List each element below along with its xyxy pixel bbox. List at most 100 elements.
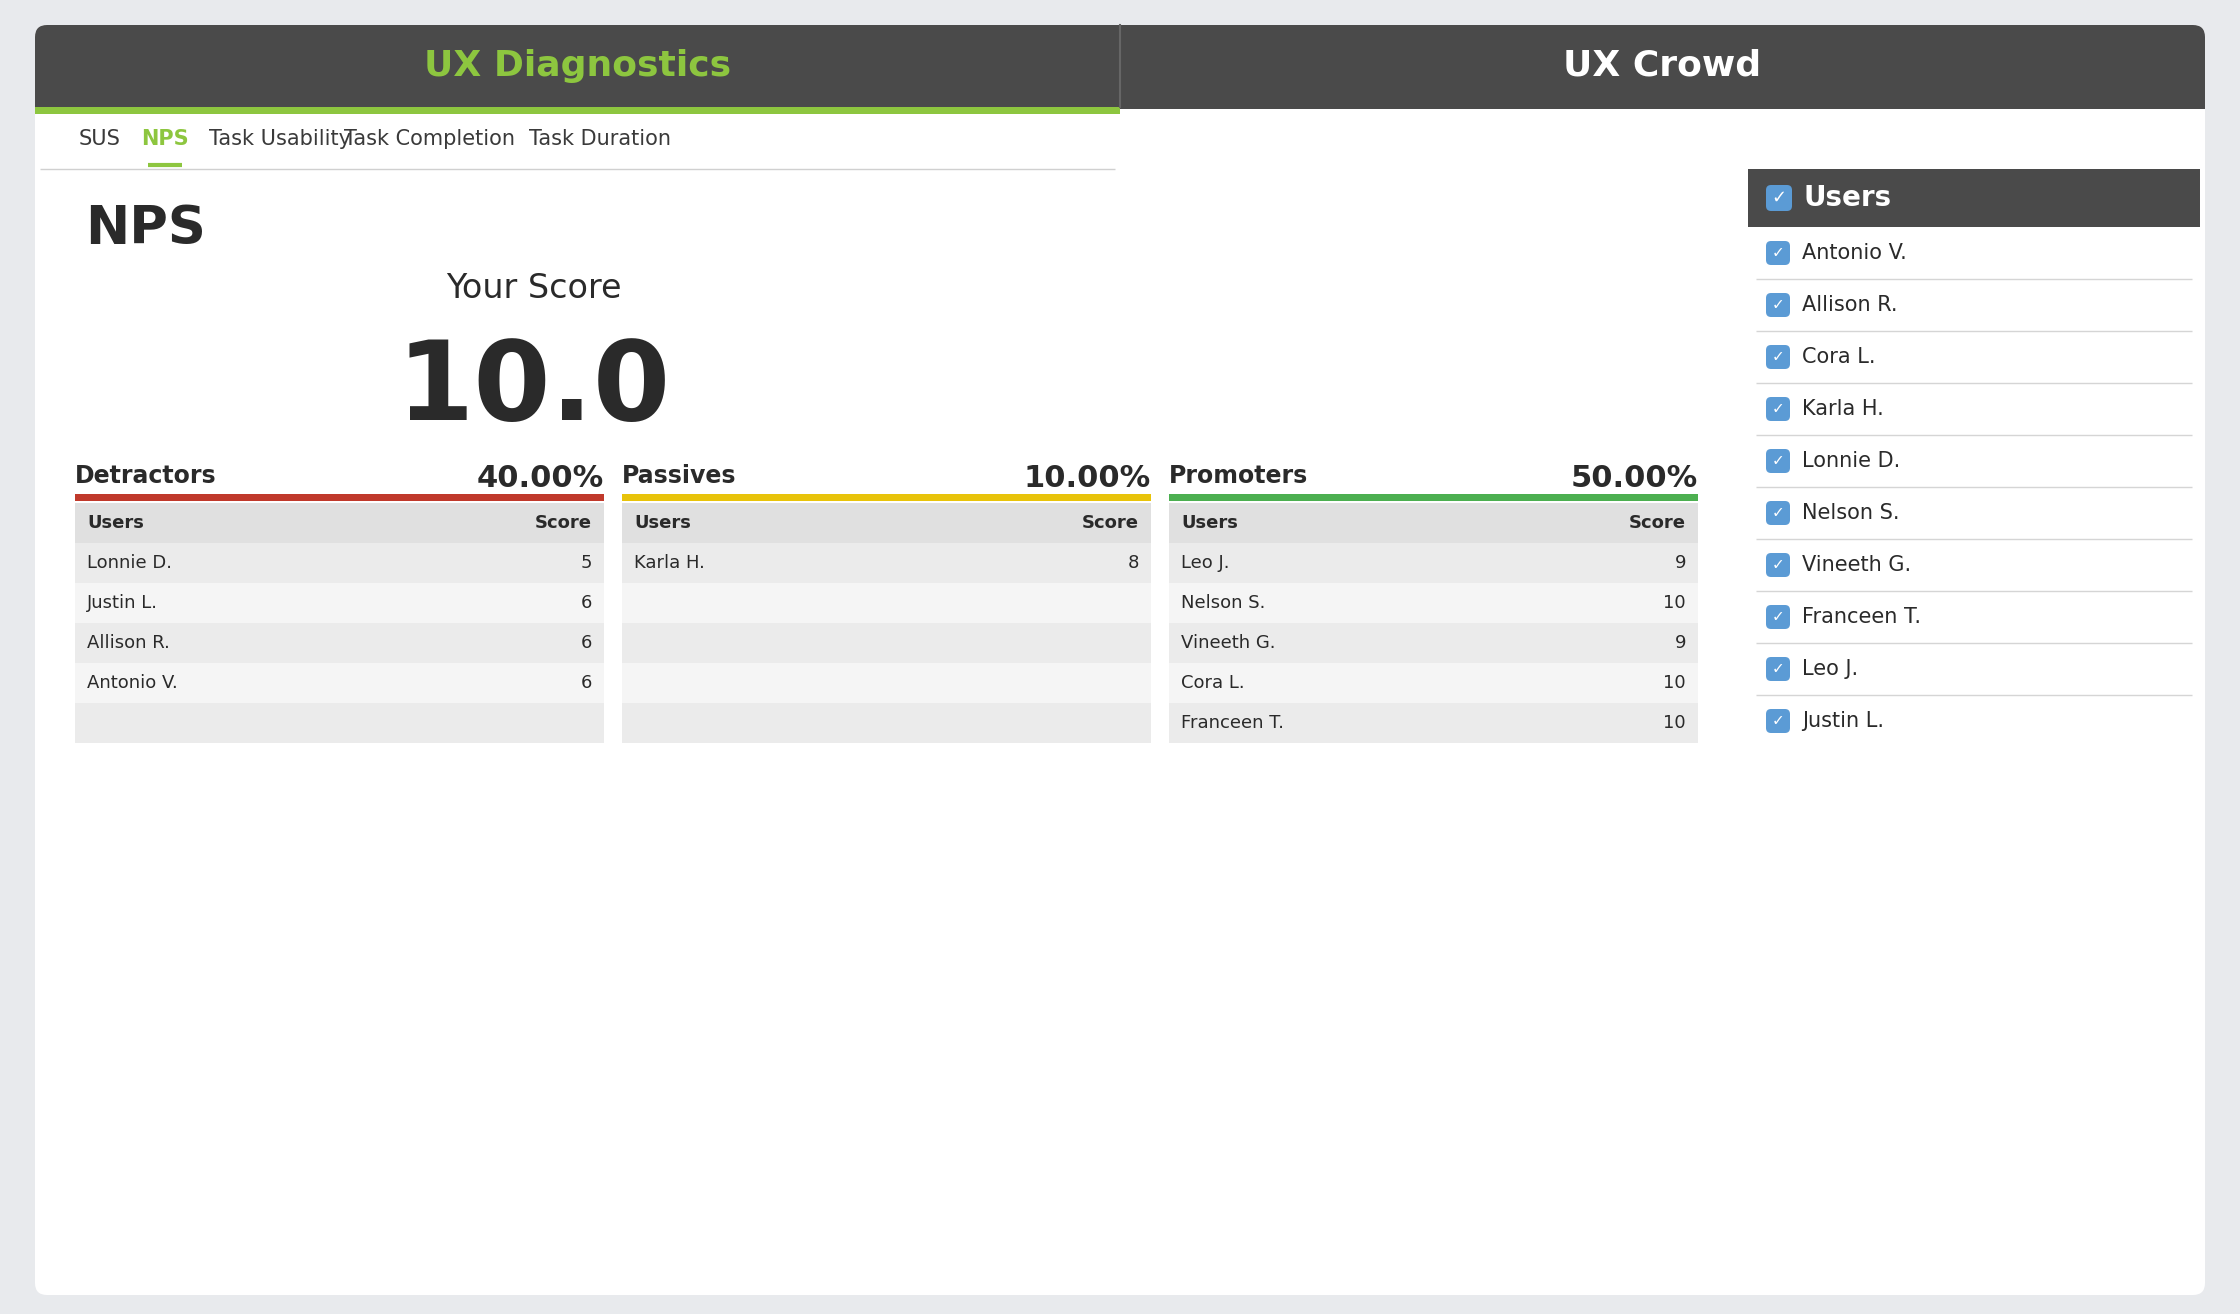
Text: 5: 5 [580, 555, 591, 572]
Text: ✓: ✓ [1772, 453, 1785, 469]
Text: ✓: ✓ [1772, 661, 1785, 677]
Text: Antonio V.: Antonio V. [87, 674, 177, 692]
Text: 40.00%: 40.00% [477, 464, 605, 493]
Bar [1169, 664, 1698, 703]
Text: 10: 10 [1664, 674, 1687, 692]
Text: 9: 9 [1676, 633, 1687, 652]
FancyBboxPatch shape [1765, 553, 1790, 577]
Text: Vineeth G.: Vineeth G. [1180, 633, 1275, 652]
Text: ✓: ✓ [1772, 714, 1785, 728]
Text: Franceen T.: Franceen T. [1180, 714, 1284, 732]
Text: ✓: ✓ [1772, 402, 1785, 417]
Bar [1169, 623, 1698, 664]
Bar [74, 503, 605, 543]
Text: Karla H.: Karla H. [1801, 399, 1884, 419]
Text: 6: 6 [580, 674, 591, 692]
Text: Vineeth G.: Vineeth G. [1801, 555, 1911, 576]
Text: Nelson S.: Nelson S. [1180, 594, 1266, 612]
Text: ✓: ✓ [1772, 610, 1785, 624]
Text: Score: Score [1082, 514, 1138, 532]
Text: 6: 6 [580, 633, 591, 652]
Bar [36, 66, 2204, 109]
Text: Score: Score [1628, 514, 1687, 532]
Text: ✓: ✓ [1772, 350, 1785, 364]
Text: Task Completion: Task Completion [345, 129, 515, 148]
Text: Task Usability: Task Usability [208, 129, 352, 148]
Bar [623, 583, 1151, 623]
Text: 10: 10 [1664, 714, 1687, 732]
Text: Justin L.: Justin L. [1801, 711, 1884, 731]
FancyBboxPatch shape [1765, 185, 1792, 212]
Text: Justin L.: Justin L. [87, 594, 159, 612]
Text: Users: Users [1803, 184, 1893, 212]
Text: UX Crowd: UX Crowd [1564, 49, 1761, 83]
Bar [1747, 170, 2200, 227]
Text: SUS: SUS [78, 129, 121, 148]
Bar [36, 106, 1120, 114]
Bar [74, 703, 605, 742]
Text: ✓: ✓ [1772, 297, 1785, 313]
FancyBboxPatch shape [1765, 346, 1790, 369]
Text: Lonnie D.: Lonnie D. [87, 555, 172, 572]
Text: Task Duration: Task Duration [529, 129, 672, 148]
Bar [1169, 703, 1698, 742]
Text: Your Score: Your Score [446, 272, 623, 305]
Bar [74, 494, 605, 501]
Text: 10.0: 10.0 [396, 335, 672, 443]
Bar [74, 623, 605, 664]
Text: Users: Users [1180, 514, 1239, 532]
Text: Detractors: Detractors [74, 464, 217, 487]
FancyBboxPatch shape [1765, 657, 1790, 681]
Bar [74, 583, 605, 623]
FancyBboxPatch shape [1765, 240, 1790, 265]
Text: Antonio V.: Antonio V. [1801, 243, 1906, 263]
Bar [1169, 543, 1698, 583]
FancyBboxPatch shape [1765, 449, 1790, 473]
FancyBboxPatch shape [36, 25, 2204, 1296]
Text: Leo J.: Leo J. [1180, 555, 1230, 572]
FancyBboxPatch shape [1765, 293, 1790, 317]
FancyBboxPatch shape [1765, 397, 1790, 420]
Text: 10.00%: 10.00% [1024, 464, 1151, 493]
Bar [623, 543, 1151, 583]
Text: ✓: ✓ [1772, 189, 1788, 208]
Bar [623, 664, 1151, 703]
Text: UX Diagnostics: UX Diagnostics [423, 49, 730, 83]
Text: Promoters: Promoters [1169, 464, 1308, 487]
Text: Karla H.: Karla H. [634, 555, 706, 572]
Text: Allison R.: Allison R. [1801, 296, 1897, 315]
Text: Allison R.: Allison R. [87, 633, 170, 652]
Text: Cora L.: Cora L. [1180, 674, 1245, 692]
Text: Score: Score [535, 514, 591, 532]
Text: ✓: ✓ [1772, 506, 1785, 520]
Bar [74, 543, 605, 583]
Bar [623, 494, 1151, 501]
Text: 6: 6 [580, 594, 591, 612]
FancyBboxPatch shape [1765, 710, 1790, 733]
Text: ✓: ✓ [1772, 246, 1785, 260]
Text: Users: Users [87, 514, 143, 532]
Text: NPS: NPS [85, 202, 206, 255]
Bar [623, 703, 1151, 742]
Text: Cora L.: Cora L. [1801, 347, 1875, 367]
FancyBboxPatch shape [1765, 604, 1790, 629]
Text: 50.00%: 50.00% [1570, 464, 1698, 493]
Text: Franceen T.: Franceen T. [1801, 607, 1922, 627]
Bar [623, 623, 1151, 664]
Bar [1169, 494, 1698, 501]
Text: ✓: ✓ [1772, 557, 1785, 573]
Text: NPS: NPS [141, 129, 188, 148]
FancyBboxPatch shape [1765, 501, 1790, 526]
Bar [1169, 583, 1698, 623]
Text: 9: 9 [1676, 555, 1687, 572]
Bar [74, 664, 605, 703]
Text: Lonnie D.: Lonnie D. [1801, 451, 1900, 470]
Bar [1169, 503, 1698, 543]
Text: Passives: Passives [623, 464, 737, 487]
Text: 10: 10 [1664, 594, 1687, 612]
FancyBboxPatch shape [36, 25, 2204, 106]
Text: Nelson S.: Nelson S. [1801, 503, 1900, 523]
Text: 8: 8 [1127, 555, 1138, 572]
Text: Leo J.: Leo J. [1801, 660, 1859, 679]
Text: Users: Users [634, 514, 690, 532]
